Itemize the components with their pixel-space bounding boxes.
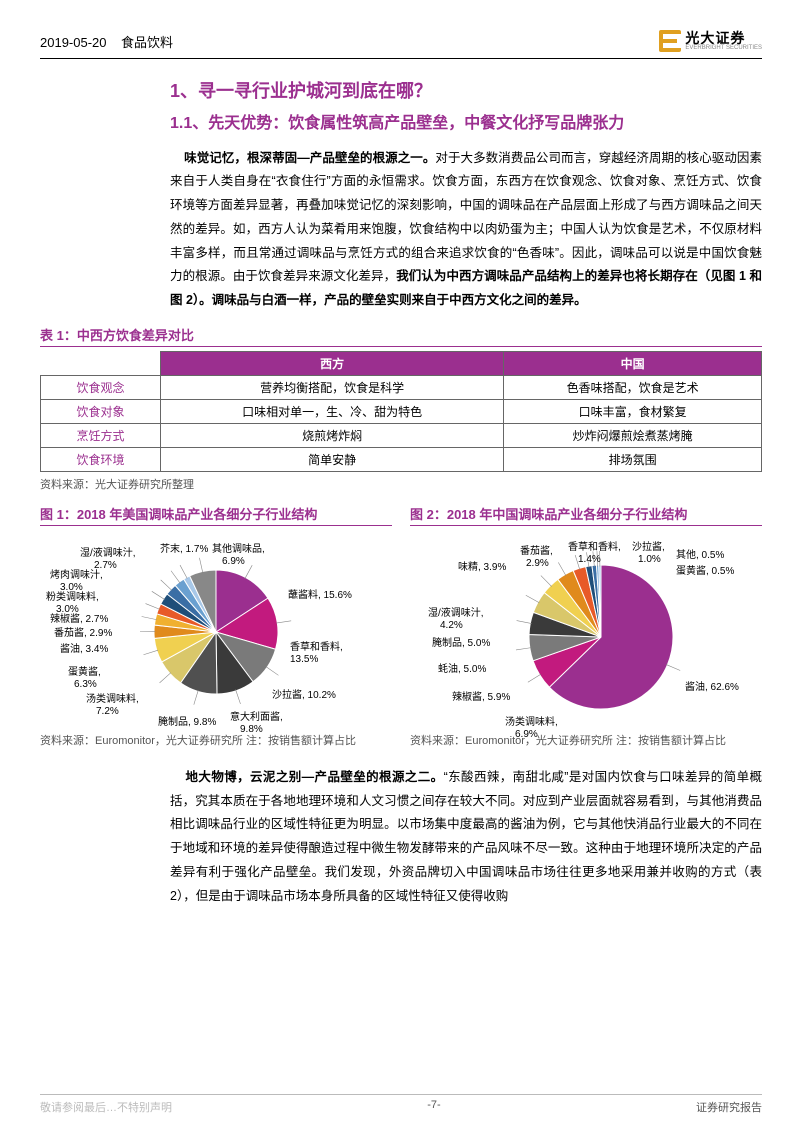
footer-page: -7- — [427, 1099, 440, 1115]
pie-label: 意大利面酱, — [230, 712, 283, 723]
comparison-table: 西方 中国 饮食观念营养均衡搭配，饮食是科学色香味搭配，饮食是艺术饮食对象口味相… — [40, 351, 762, 472]
pie-label: 湿/液调味汁, — [80, 548, 136, 559]
footer-right: 证券研究报告 — [696, 1099, 762, 1115]
pie-label: 1.4% — [578, 554, 601, 565]
cell-china: 色香味搭配，饮食是艺术 — [504, 375, 762, 399]
page-footer: 敬请参阅最后…不特别声明 -7- 证券研究报告 — [40, 1094, 762, 1115]
pie-label: 沙拉酱, — [632, 542, 665, 553]
cell-west: 营养均衡搭配，饮食是科学 — [161, 375, 504, 399]
pie-label: 香草和香料, — [568, 542, 621, 553]
logo-text-cn: 光大证券 — [685, 31, 762, 45]
pie-label: 6.3% — [74, 679, 97, 690]
pie-label: 粉类调味料, — [46, 592, 99, 603]
pie-label: 6.9% — [515, 729, 538, 740]
footer-left: 敬请参阅最后…不特别声明 — [40, 1099, 172, 1115]
pie-label: 4.2% — [440, 620, 463, 631]
pie-label: 辣椒酱, 2.7% — [50, 614, 108, 625]
table-header-row: 西方 中国 — [41, 351, 762, 375]
pie-label: 汤类调味料, — [505, 717, 558, 728]
row-header: 饮食观念 — [41, 375, 161, 399]
charts-row: 图 1：2018 年美国调味品产业各细分子行业结构 蘸酱料, 15.6% 香草和香… — [40, 504, 762, 760]
pie-label: 番茄酱, 2.9% — [54, 628, 112, 639]
pie-label: 7.2% — [96, 706, 119, 717]
chart1-pie: 蘸酱料, 15.6% 香草和香料,13.5% 沙拉酱, 10.2% 意大利面酱,9.8… — [40, 532, 392, 732]
pie-label: 番茄酱, — [520, 546, 553, 557]
pie-label: 烤肉调味汁, — [50, 570, 103, 581]
pie-label: 6.9% — [222, 556, 245, 567]
row-header: 饮食环境 — [41, 447, 161, 471]
pie-label: 酱油, 62.6% — [685, 682, 739, 693]
table1-source: 资料来源：光大证券研究所整理 — [40, 476, 762, 492]
para1-body: 对于大多数消费品公司而言，穿越经济周期的核心驱动因素来自于人类自身在“衣食住行”… — [170, 151, 762, 284]
paragraph-2: 地大物博，云泥之别—产品壁垒的根源之二。“东酸西辣，南甜北咸”是对国内饮食与口味… — [170, 766, 762, 909]
pie-label: 芥末, 1.7% — [160, 544, 208, 555]
pie-label: 2.7% — [94, 560, 117, 571]
pie-label: 腌制品, 9.8% — [158, 717, 216, 728]
pie-label: 汤类调味料, — [86, 694, 139, 705]
th-china: 中国 — [504, 351, 762, 375]
table-row: 饮食观念营养均衡搭配，饮食是科学色香味搭配，饮食是艺术 — [41, 375, 762, 399]
chart1-col: 图 1：2018 年美国调味品产业各细分子行业结构 蘸酱料, 15.6% 香草和香… — [40, 504, 392, 760]
heading-1: 1、寻一寻行业护城河到底在哪？ — [170, 77, 762, 103]
cell-china: 口味丰富，食材繁复 — [504, 399, 762, 423]
pie-label: 湿/液调味汁, — [428, 608, 484, 619]
chart2-source: 资料来源：Euromonitor，光大证券研究所 注：按销售额计算占比 — [410, 732, 762, 748]
company-logo: 光大证券 EVERBRIGHT SECURITIES — [659, 30, 762, 52]
row-header: 烹饪方式 — [41, 423, 161, 447]
chart2-pie: 酱油, 62.6%汤类调味料,6.9%辣椒酱, 5.9%蚝油, 5.0%腌制品,… — [410, 532, 762, 732]
cell-west: 烧煎烤炸焖 — [161, 423, 504, 447]
pie-label: 蛋黄酱, 0.5% — [676, 566, 734, 577]
pie-label: 蛋黄酱, — [68, 667, 101, 678]
row-header: 饮食对象 — [41, 399, 161, 423]
table-row: 饮食环境简单安静排场氛围 — [41, 447, 762, 471]
pie-label: 3.0% — [60, 582, 83, 593]
cell-west: 口味相对单一，生、冷、甜为特色 — [161, 399, 504, 423]
heading-1-1: 1.1、先天优势：饮食属性筑高产品壁垒，中餐文化抒写品牌张力 — [170, 111, 762, 137]
table1-caption: 表 1：中西方饮食差异对比 — [40, 325, 762, 347]
pie-label: 其他调味品, — [212, 544, 265, 555]
pie-label: 蚝油, 5.0% — [438, 664, 486, 675]
chart2-caption: 图 2：2018 年中国调味品产业各细分子行业结构 — [410, 504, 762, 526]
cell-west: 简单安静 — [161, 447, 504, 471]
pie-label: 腌制品, 5.0% — [432, 638, 490, 649]
cell-china: 排场氛围 — [504, 447, 762, 471]
th-blank — [41, 351, 161, 375]
paragraph-1: 味觉记忆，根深蒂固—产品壁垒的根源之一。对于大多数消费品公司而言，穿越经济周期的… — [170, 147, 762, 313]
pie-label: 味精, 3.9% — [458, 562, 506, 573]
pie-label: 蘸酱料, 15.6% — [288, 590, 352, 601]
pie-label: 酱油, 3.4% — [60, 644, 108, 655]
report-date: 2019-05-20 — [40, 35, 107, 50]
pie-label: 香草和香料, — [290, 642, 343, 653]
pie-label: 9.8% — [240, 724, 263, 735]
para2-lead: 地大物博，云泥之别—产品壁垒的根源之二。 — [186, 770, 444, 784]
cell-china: 炒炸闷爆煎烩煮蒸烤腌 — [504, 423, 762, 447]
para1-lead: 味觉记忆，根深蒂固—产品壁垒的根源之一。 — [184, 151, 435, 165]
logo-icon — [659, 30, 681, 52]
table-row: 烹饪方式烧煎烤炸焖炒炸闷爆煎烩煮蒸烤腌 — [41, 423, 762, 447]
report-category: 食品饮料 — [121, 35, 173, 50]
header-left: 2019-05-20 食品饮料 — [40, 32, 173, 51]
pie-label: 13.5% — [290, 654, 318, 665]
chart1-caption: 图 1：2018 年美国调味品产业各细分子行业结构 — [40, 504, 392, 526]
table-row: 饮食对象口味相对单一，生、冷、甜为特色口味丰富，食材繁复 — [41, 399, 762, 423]
pie-label: 沙拉酱, 10.2% — [272, 690, 336, 701]
pie-label: 其他, 0.5% — [676, 550, 724, 561]
pie-label: 2.9% — [526, 558, 549, 569]
logo-text-en: EVERBRIGHT SECURITIES — [685, 45, 762, 51]
pie-label: 1.0% — [638, 554, 661, 565]
page-header: 2019-05-20 食品饮料 光大证券 EVERBRIGHT SECURITI… — [40, 30, 762, 59]
pie-label: 3.0% — [56, 604, 79, 615]
chart2-col: 图 2：2018 年中国调味品产业各细分子行业结构 酱油, 62.6% 汤类调味料… — [410, 504, 762, 760]
chart1-source: 资料来源：Euromonitor，光大证券研究所 注：按销售额计算占比 — [40, 732, 392, 748]
th-west: 西方 — [161, 351, 504, 375]
para2-body: “东酸西辣，南甜北咸”是对国内饮食与口味差异的简单概括，究其本质在于各地地理环境… — [170, 770, 762, 903]
pie-label: 辣椒酱, 5.9% — [452, 692, 510, 703]
